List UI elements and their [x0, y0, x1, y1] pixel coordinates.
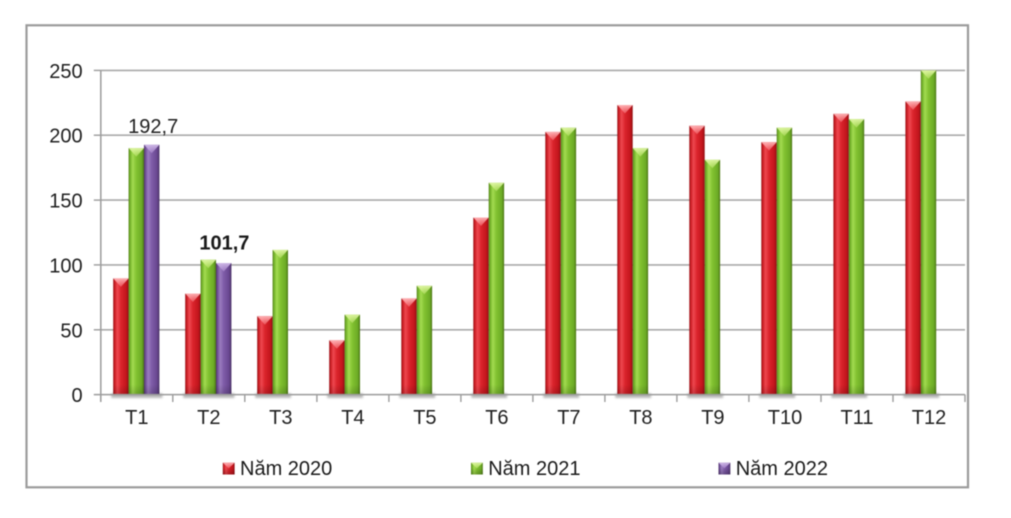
svg-text:T6: T6 — [485, 407, 508, 429]
svg-text:100: 100 — [49, 255, 82, 277]
svg-text:192,7: 192,7 — [128, 116, 178, 138]
svg-text:T7: T7 — [557, 407, 580, 429]
svg-text:T11: T11 — [841, 407, 874, 429]
svg-text:T8: T8 — [629, 407, 652, 429]
svg-text:T5: T5 — [413, 407, 436, 429]
svg-text:Năm 2020: Năm 2020 — [240, 458, 332, 480]
svg-text:Năm 2022: Năm 2022 — [736, 458, 828, 480]
svg-text:T10: T10 — [768, 407, 802, 429]
svg-text:T12: T12 — [912, 407, 946, 429]
svg-text:0: 0 — [71, 385, 82, 407]
svg-text:150: 150 — [49, 191, 82, 213]
svg-text:T1: T1 — [125, 407, 148, 429]
svg-text:Năm 2021: Năm 2021 — [488, 458, 580, 480]
svg-text:50: 50 — [60, 320, 82, 342]
svg-text:T9: T9 — [701, 407, 724, 429]
svg-text:250: 250 — [49, 61, 82, 83]
svg-text:200: 200 — [49, 126, 82, 148]
svg-text:T3: T3 — [269, 407, 292, 429]
svg-text:101,7: 101,7 — [199, 232, 249, 254]
svg-text:T4: T4 — [341, 407, 364, 429]
svg-text:T2: T2 — [197, 407, 220, 429]
